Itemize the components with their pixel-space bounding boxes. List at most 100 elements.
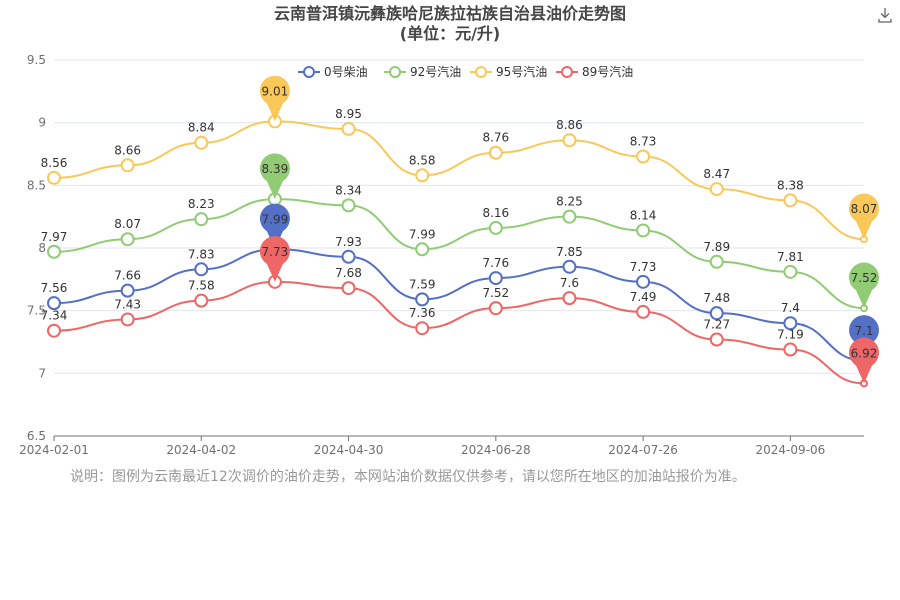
data-label: 7.99 — [409, 227, 436, 241]
data-label: 7.58 — [188, 279, 215, 293]
data-point — [783, 316, 798, 331]
grid-lines — [54, 59, 864, 374]
data-point — [194, 212, 209, 227]
legend-marker — [561, 66, 573, 78]
data-label: 7.49 — [630, 290, 657, 304]
last-pin-3: 6.92 — [849, 337, 879, 384]
data-label: 7.66 — [114, 269, 141, 283]
legend-item-0: 0号柴油 — [298, 65, 368, 79]
pin-shape — [259, 236, 290, 282]
data-point — [415, 292, 430, 307]
data-label: 7.52 — [482, 286, 509, 300]
legend-marker — [389, 66, 401, 78]
x-tick-label: 2024-02-01 — [19, 443, 89, 457]
data-label: 8.95 — [335, 107, 362, 121]
pin-label: 7.1 — [854, 324, 873, 338]
data-point — [488, 145, 503, 160]
data-point — [709, 306, 724, 321]
pin-shape — [259, 203, 290, 250]
data-point — [783, 342, 798, 357]
chart-note: 说明：图例为云南最近12次调价的油价走势，本网站油价数据仅供参考，请以您所在地区… — [70, 469, 746, 485]
data-point — [341, 281, 356, 296]
data-label: 8.14 — [630, 208, 657, 222]
pin-shape — [849, 193, 879, 240]
data-point — [709, 332, 724, 347]
data-label: 7.81 — [777, 250, 804, 264]
data-point — [783, 193, 798, 208]
data-point — [488, 271, 503, 286]
data-label: 7.34 — [41, 309, 68, 323]
data-label: 8.76 — [482, 131, 509, 145]
y-axis: 6.5 7 7.5 8 8.5 9 9.5 — [27, 53, 46, 443]
data-point — [488, 220, 503, 235]
data-point — [47, 296, 61, 311]
max-pin-1: 8.39 — [259, 153, 290, 200]
data-label: 8.23 — [188, 197, 215, 211]
max-pin-3: 7.73 — [259, 236, 290, 282]
data-label: 8.47 — [703, 167, 730, 181]
data-label: 8.73 — [630, 135, 657, 149]
series-line-1 — [53, 198, 865, 310]
data-label: 8.58 — [409, 153, 436, 167]
legend-label: 95号汽油 — [496, 64, 547, 79]
x-tick-label: 2024-04-30 — [314, 443, 384, 457]
data-point — [415, 242, 430, 257]
pin-shape — [259, 153, 290, 200]
legend-item-3: 89号汽油 — [556, 64, 633, 79]
data-point — [194, 135, 209, 150]
download-icon-glyph — [878, 8, 892, 23]
data-point — [415, 321, 430, 336]
legend-label: 92号汽油 — [410, 64, 461, 79]
y-tick-label: 8 — [38, 241, 46, 255]
download-icon[interactable] — [876, 6, 894, 24]
data-point — [709, 254, 724, 269]
data-point — [709, 182, 724, 197]
y-tick-label: 9 — [38, 116, 46, 130]
data-label: 8.66 — [114, 143, 141, 157]
data-label: 7.73 — [630, 260, 657, 274]
series-lines — [47, 114, 868, 388]
y-tick-label: 6.5 — [27, 429, 46, 443]
marker-pins: 7.99 7.1 8.39 7.52 9.01 8.07 7.73 6.92 — [259, 75, 879, 384]
x-tick-label: 2024-06-28 — [461, 443, 531, 457]
data-point — [120, 232, 135, 247]
chart-title-line2: (单位：元/升) — [399, 24, 501, 43]
data-point — [415, 168, 430, 183]
pin-shape — [849, 262, 879, 309]
x-axis: 2024-02-01 2024-04-02 2024-04-30 2024-06-28… — [19, 435, 864, 457]
y-tick-label: 7.5 — [27, 304, 46, 318]
data-label: 7.6 — [560, 276, 579, 290]
legend-label: 0号柴油 — [324, 65, 368, 79]
data-point — [562, 133, 577, 148]
data-label: 7.48 — [703, 291, 730, 305]
data-label: 7.68 — [335, 266, 362, 280]
pin-label: 6.92 — [851, 346, 878, 360]
data-label: 7.93 — [335, 235, 362, 249]
data-label: 7.27 — [703, 317, 730, 331]
legend-marker — [475, 66, 487, 78]
data-label: 7.76 — [482, 256, 509, 270]
data-point — [341, 198, 356, 213]
data-label: 8.56 — [41, 156, 68, 170]
data-label: 7.97 — [41, 230, 68, 244]
y-tick-label: 7 — [38, 366, 46, 380]
data-label: 7.83 — [188, 247, 215, 261]
last-pin-2: 8.07 — [849, 193, 879, 240]
data-label: 8.84 — [188, 121, 215, 135]
data-label: 7.36 — [409, 306, 436, 320]
data-point — [636, 223, 651, 238]
y-tick-label: 9.5 — [27, 53, 46, 67]
pin-shape — [259, 75, 290, 122]
pin-label: 7.73 — [262, 245, 289, 259]
data-label: 8.16 — [482, 206, 509, 220]
data-label: 8.86 — [556, 118, 583, 132]
data-point — [120, 312, 135, 327]
data-point — [47, 323, 61, 338]
last-pin-1: 7.52 — [849, 262, 879, 309]
data-label: 8.25 — [556, 195, 583, 209]
legend-item-1: 92号汽油 — [384, 64, 461, 79]
pin-shape — [849, 337, 879, 384]
data-point — [341, 121, 356, 136]
data-point — [783, 264, 798, 279]
